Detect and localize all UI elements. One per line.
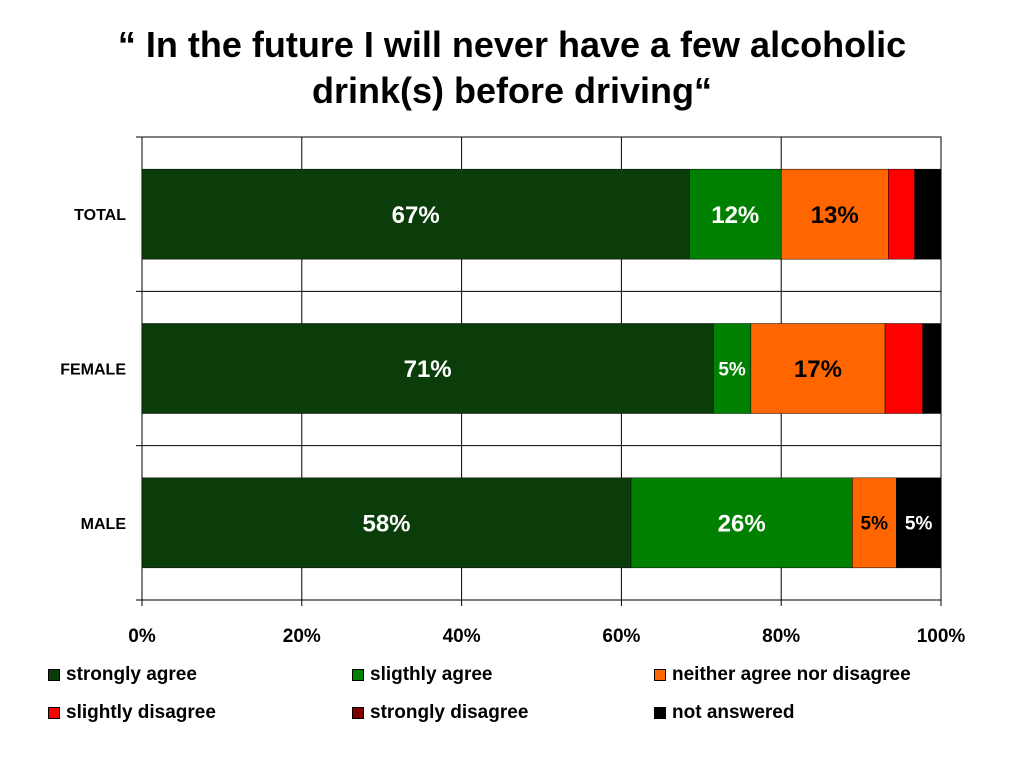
- category-label: FEMALE: [60, 362, 126, 379]
- legend-swatch: [352, 669, 364, 681]
- x-tick-label: 0%: [128, 626, 156, 647]
- legend-label: not answered: [672, 702, 795, 723]
- data-label: 5%: [718, 359, 746, 380]
- legend-swatch: [48, 669, 60, 681]
- bar-segment: [141, 477, 632, 569]
- legend-swatch: [654, 669, 666, 681]
- chart-title-line-1: “ In the future I will never have a few …: [117, 24, 907, 65]
- category-label: TOTAL: [74, 207, 126, 224]
- chart-title: “ In the future I will never have a few …: [0, 22, 1024, 114]
- x-tick-label: 100%: [917, 626, 966, 647]
- legend-label: strongly disagree: [370, 702, 529, 723]
- legend-item: not answered: [654, 702, 794, 724]
- data-label: 5%: [905, 514, 933, 535]
- data-label: 58%: [362, 510, 410, 537]
- legend-item: slightly disagree: [48, 702, 216, 724]
- legend-item: strongly disagree: [352, 702, 528, 724]
- legend-swatch: [654, 707, 666, 719]
- bar-segment: [689, 168, 782, 260]
- bar-segment: [141, 323, 714, 414]
- legend-item: strongly agree: [48, 664, 197, 686]
- bar-segment: [922, 323, 942, 414]
- data-label: 26%: [718, 510, 766, 537]
- data-label: 17%: [794, 356, 842, 383]
- bar-segment: [884, 323, 923, 414]
- data-label: 5%: [861, 514, 889, 535]
- data-label: 12%: [711, 202, 759, 229]
- bar-segment: [914, 168, 942, 260]
- bar-segment: [888, 168, 915, 260]
- data-label: 13%: [811, 202, 859, 229]
- legend-swatch: [352, 707, 364, 719]
- x-tick-label: 60%: [602, 626, 640, 647]
- bar-segment: [141, 168, 690, 260]
- bar-segment: [750, 323, 886, 414]
- x-tick-label: 40%: [443, 626, 481, 647]
- data-label: 67%: [392, 202, 440, 229]
- x-tick-label: 80%: [762, 626, 800, 647]
- legend-swatch: [48, 707, 60, 719]
- legend-label: neither agree nor disagree: [672, 664, 911, 685]
- legend-label: strongly agree: [66, 664, 197, 685]
- x-tick-label: 20%: [283, 626, 321, 647]
- bar-segment: [780, 168, 889, 260]
- data-label: 71%: [404, 356, 452, 383]
- bar-segment: [896, 477, 942, 569]
- legend-item: neither agree nor disagree: [654, 664, 911, 686]
- category-label: MALE: [81, 516, 127, 533]
- bar-segment: [713, 323, 752, 414]
- bar-segment: [852, 477, 897, 569]
- chart-title-line-2: drink(s) before driving“: [311, 70, 713, 111]
- legend-label: sligthly agree: [370, 664, 493, 685]
- chart-legend: strongly agree sligthly agree neither agre…: [48, 664, 1008, 736]
- stacked-bar-chart: 0% 20% 40% 60% 80% 100% TOTAL FEMALE MALE 67% 12% 1…: [60, 136, 966, 647]
- legend-label: slightly disagree: [66, 702, 216, 723]
- legend-item: sligthly agree: [352, 664, 493, 686]
